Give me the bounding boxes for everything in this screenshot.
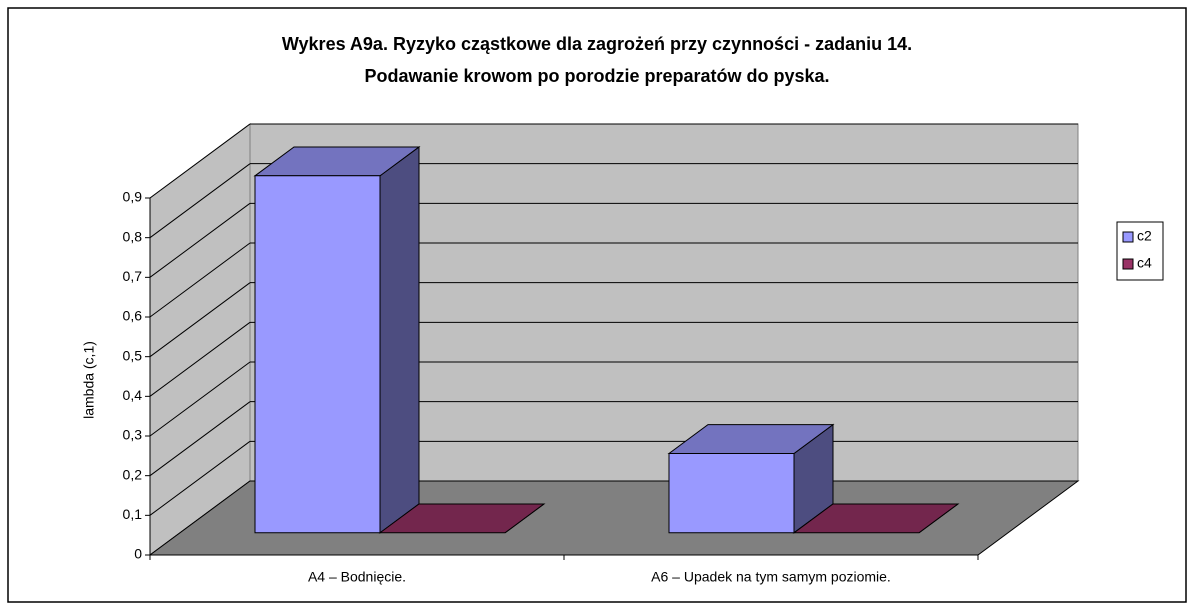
chart-title: Podawanie krowom po porodzie preparatów … <box>364 66 829 86</box>
grid-line <box>149 321 251 397</box>
bar-face <box>254 175 381 534</box>
y-tick-label: 0,5 <box>123 347 143 363</box>
grid-line <box>149 242 251 318</box>
grid-line <box>149 163 251 239</box>
y-tick-label: 0,2 <box>123 466 143 482</box>
grid-line <box>149 123 251 199</box>
bar-face <box>792 503 960 534</box>
legend-label: c4 <box>1137 255 1152 271</box>
y-tick-label: 0,9 <box>123 189 143 205</box>
x-tick-label: A6 – Upadek na tym samym poziomie. <box>651 569 891 585</box>
y-tick-label: 0,1 <box>123 506 143 522</box>
x-tick-label: A4 – Bodnięcie. <box>308 569 406 585</box>
grid-line <box>149 202 251 278</box>
bar-face <box>379 145 420 534</box>
y-tick-label: 0,7 <box>123 268 143 284</box>
y-tick-label: 0,6 <box>123 308 143 324</box>
chart-title: Wykres A9a. Ryzyko cząstkowe dla zagroże… <box>282 34 912 54</box>
legend-swatch <box>1122 258 1134 270</box>
bar <box>253 145 421 534</box>
bar <box>792 503 960 534</box>
grid-line <box>149 440 251 516</box>
side-wall <box>149 123 251 556</box>
bar-face <box>378 503 546 534</box>
y-tick-label: 0 <box>134 546 142 562</box>
y-tick-label: 0,3 <box>123 427 143 443</box>
grid-line <box>149 282 251 358</box>
bar <box>667 423 835 534</box>
y-axis-label: lambda (c,1) <box>81 341 97 419</box>
y-tick-label: 0,4 <box>123 387 143 403</box>
bar-face <box>668 452 795 534</box>
y-tick-label: 0,8 <box>123 228 143 244</box>
bar <box>378 503 546 534</box>
grid-line <box>149 401 251 477</box>
legend-label: c2 <box>1137 228 1152 244</box>
legend-swatch <box>1122 231 1134 243</box>
grid-line <box>149 361 251 437</box>
